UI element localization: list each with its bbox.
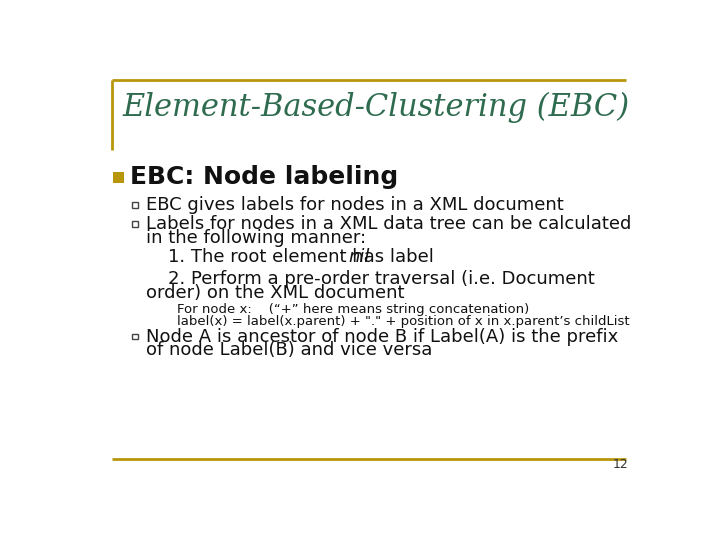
Text: 12: 12 <box>613 458 629 471</box>
Text: For node x:    (“+” here means string concatenation): For node x: (“+” here means string conca… <box>177 303 529 316</box>
Text: in the following manner:: in the following manner: <box>145 229 366 247</box>
Bar <box>132 334 138 339</box>
Text: of node Label(B) and vice versa: of node Label(B) and vice versa <box>145 341 432 360</box>
Text: 1. The root element has label: 1. The root element has label <box>168 247 439 266</box>
Text: Labels for nodes in a XML data tree can be calculated: Labels for nodes in a XML data tree can … <box>145 215 631 233</box>
Bar <box>132 221 138 227</box>
Text: Node A is ancestor of node B if Label(A) is the prefix: Node A is ancestor of node B if Label(A)… <box>145 328 618 346</box>
Bar <box>132 202 138 208</box>
Text: label(x) = label(x.parent) + "." + position of x in x.parent’s childList: label(x) = label(x.parent) + "." + posit… <box>177 315 629 328</box>
Text: order) on the XML document: order) on the XML document <box>145 284 405 302</box>
Text: EBC: Node labeling: EBC: Node labeling <box>130 165 399 189</box>
Text: Element-Based-Clustering (EBC): Element-Based-Clustering (EBC) <box>122 92 630 123</box>
Text: EBC gives labels for nodes in a XML document: EBC gives labels for nodes in a XML docu… <box>145 196 564 214</box>
Bar <box>113 172 124 183</box>
Text: nil: nil <box>349 247 370 266</box>
Text: 2. Perform a pre-order traversal (i.e. Document: 2. Perform a pre-order traversal (i.e. D… <box>168 270 594 288</box>
